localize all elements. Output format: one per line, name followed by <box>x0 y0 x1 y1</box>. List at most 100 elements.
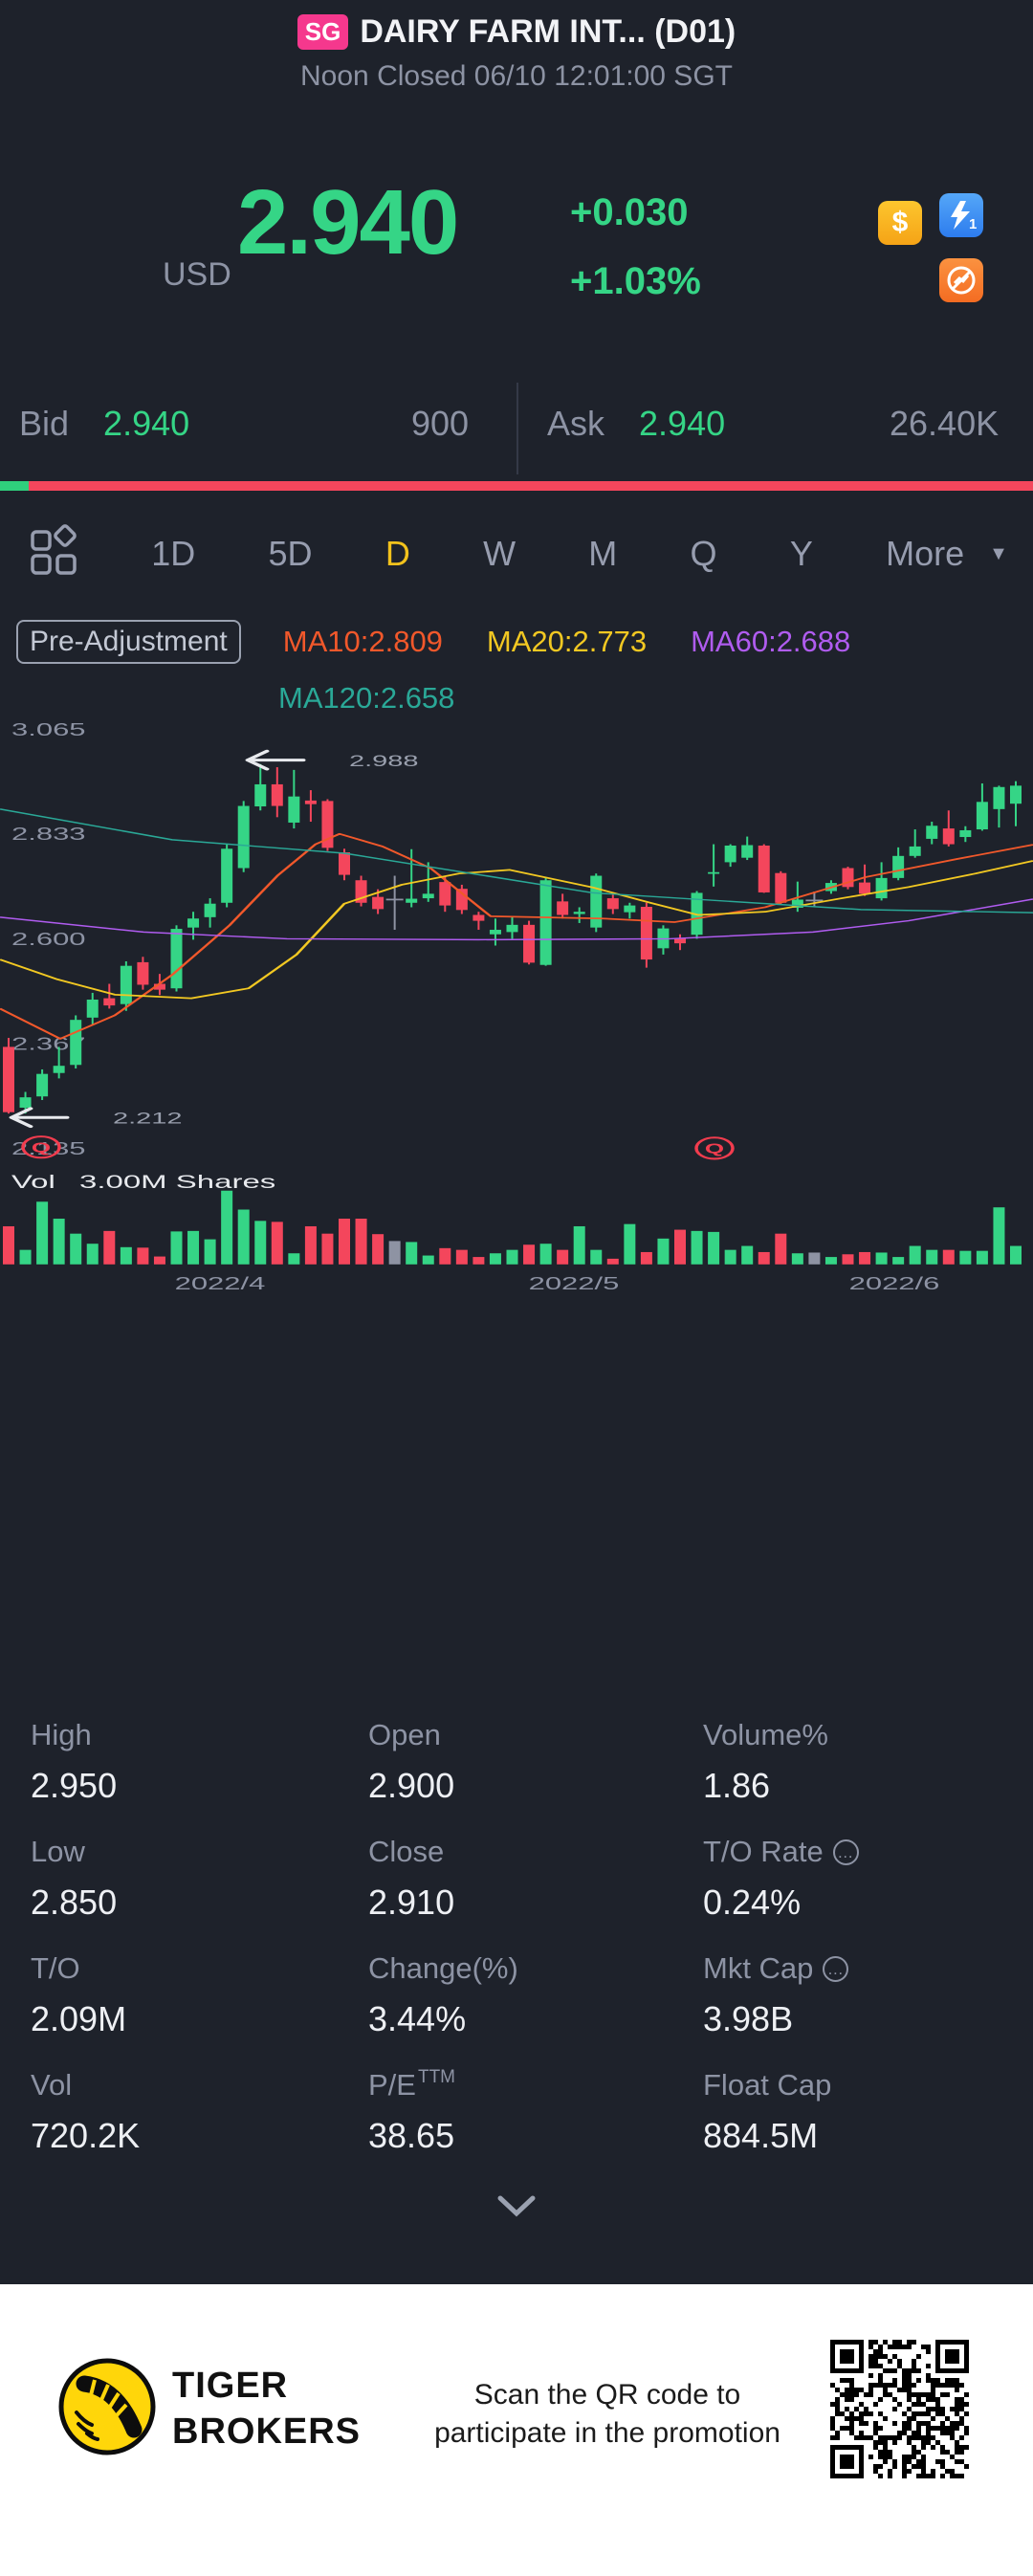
lightning-bolt-icon: 1 <box>951 201 977 231</box>
circle-slash-icon <box>947 266 976 295</box>
y-axis-tick: 2.600 <box>11 930 86 949</box>
volume-bar <box>657 1238 670 1265</box>
candle-body <box>321 801 334 848</box>
price-change-percent: +1.03% <box>570 260 701 302</box>
market-status: Noon Closed 06/10 12:01:00 SGT <box>300 60 733 92</box>
ma-legend-ma120: MA120:2.658 <box>278 681 455 715</box>
stat-close: Close 2.910 <box>368 1835 703 1951</box>
info-icon[interactable]: … <box>823 1955 849 1982</box>
pre-adjustment-toggle[interactable]: Pre-Adjustment <box>16 620 241 664</box>
bid-block[interactable]: Bid 2.940 <box>19 404 189 444</box>
volume-bar <box>993 1207 1005 1265</box>
tab-more[interactable]: More <box>886 534 965 573</box>
volume-bar <box>557 1249 569 1265</box>
volume-bar <box>271 1222 283 1265</box>
stat-low: Low 2.850 <box>31 1835 368 1951</box>
tab-q[interactable]: Q <box>690 534 717 573</box>
volume-bar <box>590 1249 603 1265</box>
volume-bar <box>640 1251 652 1265</box>
candle-body <box>237 805 250 869</box>
svg-text:1: 1 <box>969 216 977 231</box>
volume-bar <box>976 1250 988 1265</box>
no-trade-icon[interactable] <box>939 258 983 302</box>
candle-body <box>741 845 754 858</box>
volume-bar <box>741 1245 754 1265</box>
bid-ask-row: Bid 2.940 900 Ask 2.940 26.40K <box>0 383 1033 478</box>
expand-stats-button[interactable] <box>483 2189 550 2223</box>
tab-w[interactable]: W <box>483 534 516 573</box>
volume-bar <box>473 1257 485 1265</box>
ask-price: 2.940 <box>639 404 726 443</box>
volume-bar <box>1010 1245 1022 1265</box>
volume-bar <box>875 1252 888 1265</box>
candle-body <box>304 800 317 804</box>
price-change: +0.030 <box>570 191 689 233</box>
promo-line1: Scan the QR code to <box>473 2379 741 2411</box>
volume-bar <box>791 1253 803 1265</box>
candle-body <box>339 852 350 875</box>
event-marker-label: Q <box>705 1140 724 1156</box>
volume-bar <box>775 1233 787 1265</box>
candle-body <box>455 889 468 911</box>
candle-body <box>557 901 569 915</box>
dollar-icon[interactable]: $ <box>878 201 922 245</box>
volume-bar <box>758 1251 770 1265</box>
volume-bar <box>19 1249 32 1265</box>
candle-body <box>775 872 787 903</box>
tab-5d[interactable]: 5D <box>268 534 313 573</box>
candle-body <box>36 1073 49 1097</box>
price-block: USD 2.940 +0.030 +1.03% $ 1 <box>0 171 1033 335</box>
stat-label: Float Cap <box>703 2068 832 2102</box>
volume-bar <box>624 1223 636 1265</box>
flash-order-icon[interactable]: 1 <box>939 193 983 237</box>
candle-body <box>926 826 938 839</box>
y-axis-tick: 3.065 <box>11 720 86 739</box>
volume-bar <box>539 1244 552 1265</box>
ma-legend-row2: MA120:2.658 <box>278 681 1017 716</box>
volume-bar <box>406 1242 418 1265</box>
stat-open: Open 2.900 <box>368 1718 703 1835</box>
stat-change-: Change(%) 3.44% <box>368 1951 703 2068</box>
tab-d[interactable]: D <box>385 534 410 573</box>
brand-line2: BROKERS <box>172 2411 362 2452</box>
volume-bar <box>153 1256 165 1265</box>
header: SG DAIRY FARM INT... (D01) Noon Closed 0… <box>0 0 1033 105</box>
ma-legend-ma20: MA20:2.773 <box>486 625 648 658</box>
candle-body <box>19 1097 32 1108</box>
layout-grid-icon[interactable] <box>29 523 78 584</box>
volume-bar <box>221 1190 233 1265</box>
price-arrow-head <box>245 749 270 771</box>
stat-volume-: Volume% 1.86 <box>703 1718 1002 1835</box>
volume-bar <box>959 1250 972 1265</box>
volume-bar <box>691 1230 703 1265</box>
candle-body <box>288 796 300 823</box>
volume-value: 3.00M Shares <box>79 1172 275 1192</box>
tab-y[interactable]: Y <box>789 534 813 573</box>
quote-divider <box>516 383 518 474</box>
bid-size: 900 <box>411 404 470 443</box>
tab-m[interactable]: M <box>588 534 618 573</box>
candlestick-chart[interactable]: 3.065 2.833 2.600 2.367 2.135 2.988 2.212 Q Q 202… <box>0 713 1033 1712</box>
x-axis-label: 2022/4 <box>175 1274 266 1293</box>
candle-body <box>892 855 905 878</box>
volume-bar <box>204 1239 216 1265</box>
volume-bar <box>909 1245 921 1265</box>
more-dropdown-icon[interactable]: ▼ <box>989 542 1008 564</box>
volume-bar <box>103 1230 116 1265</box>
candle-body <box>791 899 803 908</box>
stat-t-o-rate: T/O Rate … 0.24% <box>703 1835 1002 1951</box>
tab-1d[interactable]: 1D <box>151 534 196 573</box>
volume-bar <box>824 1257 837 1265</box>
x-axis-label: 2022/6 <box>849 1274 940 1293</box>
candle-body <box>624 905 636 913</box>
x-axis-label: 2022/5 <box>529 1274 620 1293</box>
candle-body <box>120 965 132 1004</box>
stat-mkt-cap: Mkt Cap … 3.98B <box>703 1951 1002 2068</box>
price-arrow-head <box>9 1107 33 1129</box>
stats-grid: High 2.950 Open 2.900 Volume% 1.86 Low 2.850 Clo… <box>31 1718 1002 2185</box>
volume-bar <box>3 1225 14 1265</box>
ask-block[interactable]: Ask 2.940 <box>547 404 725 444</box>
currency-label: USD <box>163 256 231 293</box>
volume-bar <box>489 1253 501 1265</box>
info-icon[interactable]: … <box>832 1838 859 1865</box>
